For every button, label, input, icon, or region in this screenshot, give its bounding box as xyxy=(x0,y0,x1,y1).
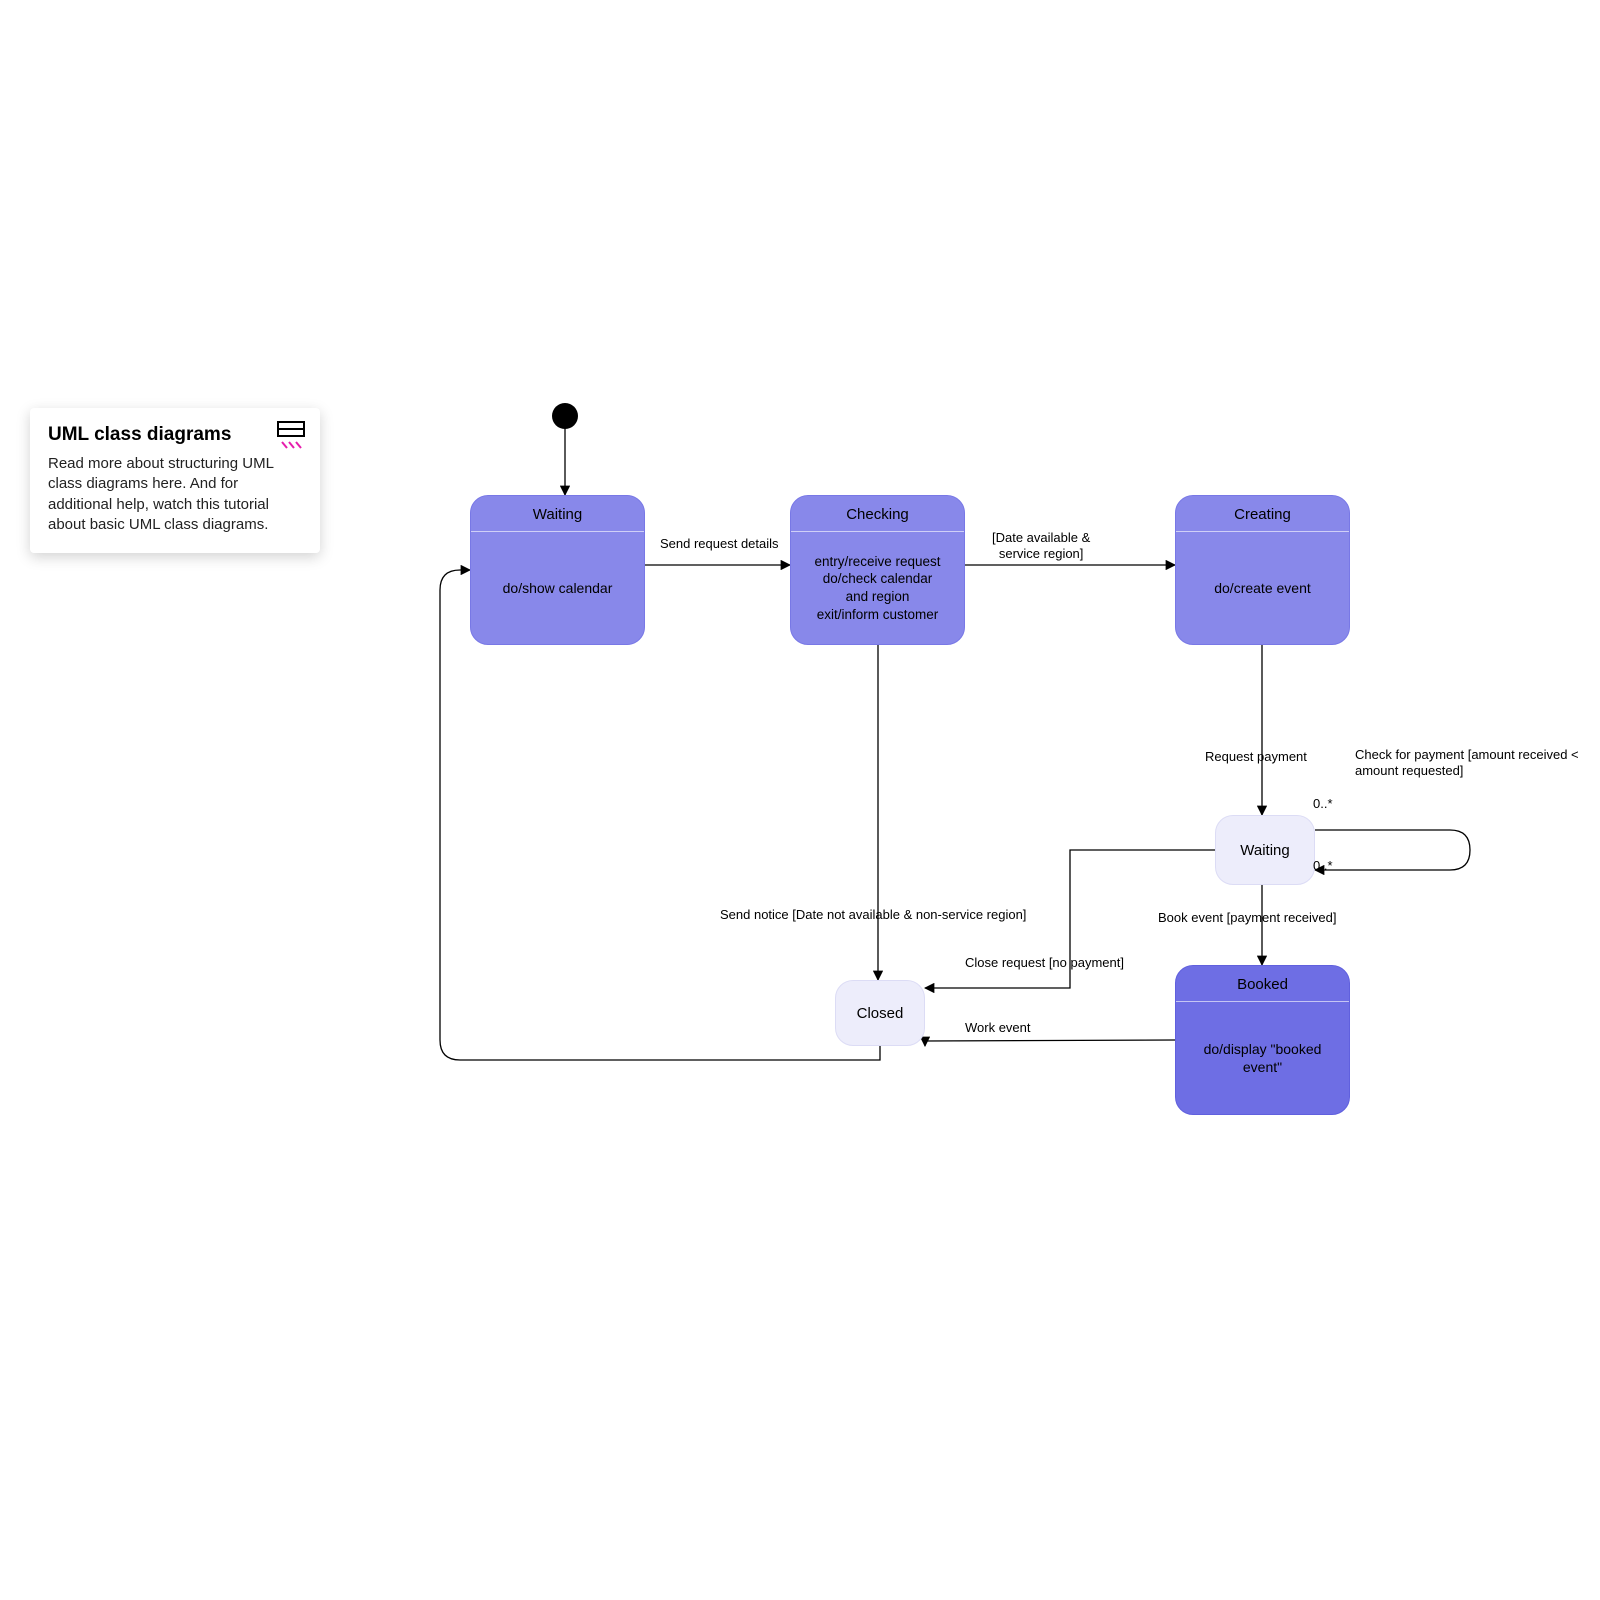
state-label: Closed xyxy=(857,1005,904,1022)
state-body: do/show calendar xyxy=(471,532,644,644)
edge-e_work xyxy=(925,1040,1175,1046)
edge-label-e_send: Send request details xyxy=(660,536,779,552)
initial-state xyxy=(552,403,578,429)
state-booked: Bookeddo/display "booked event" xyxy=(1175,965,1350,1115)
state-body: do/create event xyxy=(1176,532,1349,644)
edge-label-e_reqpay: Request payment xyxy=(1205,749,1307,765)
state-creating: Creatingdo/create event xyxy=(1175,495,1350,645)
edge-label-e_work: Work event xyxy=(965,1020,1031,1036)
edge-label-e_selfloop: Check for payment [amount received <amou… xyxy=(1355,747,1579,780)
state-label: Waiting xyxy=(1240,842,1289,859)
state-closed: Closed xyxy=(835,980,925,1046)
edge-label-e_book: Book event [payment received] xyxy=(1158,910,1337,926)
state-waiting1: Waitingdo/show calendar xyxy=(470,495,645,645)
panel-body: Read more about structuring UML class di… xyxy=(48,454,302,535)
multiplicity-0: 0..* xyxy=(1313,796,1333,811)
state-checking: Checkingentry/receive requestdo/check ca… xyxy=(790,495,965,645)
uml-class-icon xyxy=(276,420,306,455)
state-title: Creating xyxy=(1176,496,1349,532)
state-title: Booked xyxy=(1176,966,1349,1002)
info-panel: UML class diagrams Read more about struc… xyxy=(30,408,320,553)
panel-title: UML class diagrams xyxy=(48,424,302,446)
edge-label-e_close: Close request [no payment] xyxy=(965,955,1124,971)
diagram-canvas: UML class diagrams Read more about struc… xyxy=(0,0,1600,1600)
multiplicity-1: 0..* xyxy=(1313,858,1333,873)
state-body: do/display "booked event" xyxy=(1176,1002,1349,1114)
edges-layer xyxy=(0,0,1600,1600)
edge-label-e_date: [Date available &service region] xyxy=(992,530,1090,563)
edge-e_selfloop xyxy=(1315,830,1470,870)
state-waiting2: Waiting xyxy=(1215,815,1315,885)
state-body: entry/receive requestdo/check calendaran… xyxy=(791,532,964,644)
state-title: Waiting xyxy=(471,496,644,532)
state-title: Checking xyxy=(791,496,964,532)
edge-label-e_notice: Send notice [Date not available & non-se… xyxy=(720,907,1026,923)
